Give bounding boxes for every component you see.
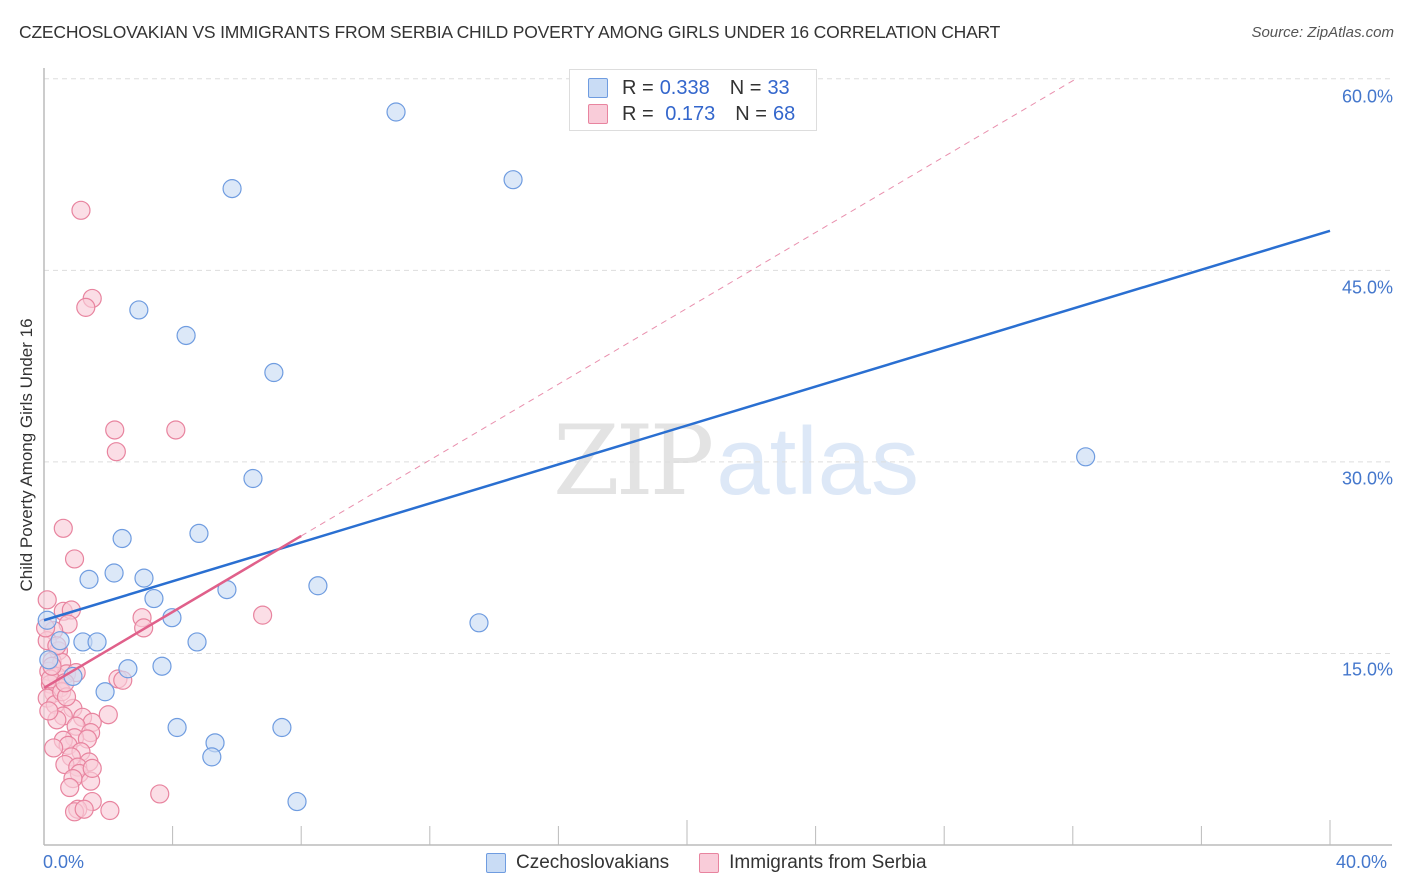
data-point: [187, 632, 207, 652]
r-value: 0.338: [659, 76, 710, 99]
blue-swatch-icon: [486, 853, 506, 873]
data-point: [152, 656, 172, 676]
data-point: [243, 468, 263, 489]
y-tick-60: 60.0%: [1341, 86, 1393, 107]
data-point: [272, 717, 292, 738]
data-point: [1076, 447, 1096, 467]
data-point: [82, 758, 102, 778]
data-point: [76, 297, 96, 317]
pink-swatch-icon: [699, 853, 720, 873]
n-label: N =: [735, 102, 767, 125]
data-point: [100, 800, 120, 821]
data-point: [39, 701, 59, 721]
legend-item-czechoslovakians[interactable]: Czechoslovakians: [486, 852, 669, 874]
data-point: [39, 650, 59, 670]
legend-row-immigrants-from-serbia: R = 0.173 N = 68: [588, 102, 795, 126]
trendlines: [43, 78, 1331, 690]
legend-row-czechoslovakians: R = 0.338 N = 33: [588, 76, 790, 100]
data-point: [189, 523, 209, 544]
r-label: R =: [622, 76, 654, 99]
data-point: [503, 170, 523, 190]
data-point: [167, 717, 187, 738]
data-point: [53, 518, 73, 538]
data-point: [118, 659, 138, 679]
data-point: [144, 588, 164, 609]
data-point: [112, 528, 132, 549]
r-label: R =: [622, 102, 654, 125]
n-label: N =: [729, 76, 762, 99]
data-point: [253, 605, 273, 625]
data-point: [50, 631, 70, 651]
czechoslovakian-trendline: [43, 229, 1331, 622]
series-legend: Czechoslovakians Immigrants from Serbia: [486, 852, 957, 874]
data-point: [37, 590, 57, 610]
x-tick-40: 40.0%: [1336, 852, 1388, 872]
data-point: [264, 362, 284, 383]
n-value: 68: [772, 102, 796, 125]
legend-label: Immigrants from Serbia: [729, 852, 927, 873]
data-point: [166, 420, 186, 440]
data-point: [308, 576, 328, 596]
watermark-zip: ZIP: [553, 405, 714, 517]
data-point: [469, 613, 489, 633]
serbia-trend-extension: [300, 78, 1077, 537]
series-immigrants-from-serbia: [36, 200, 273, 822]
y-axis-label: Child Poverty Among Girls Under 16: [17, 318, 36, 592]
serbia-trendline: [43, 534, 302, 690]
data-point: [287, 791, 307, 812]
legend-label: Czechoslovakians: [516, 852, 670, 873]
data-point: [60, 777, 80, 798]
data-point: [98, 705, 118, 725]
data-point: [202, 747, 222, 767]
data-point: [105, 420, 125, 440]
source-label: Source: ZipAtlas.com: [1251, 24, 1394, 41]
data-point: [386, 102, 406, 122]
data-point: [129, 300, 149, 320]
data-point: [79, 569, 99, 589]
y-tick-45: 45.0%: [1341, 277, 1393, 298]
axes: [43, 68, 1392, 846]
y-tick-15: 15.0%: [1341, 659, 1393, 680]
series-czechoslovakians: [37, 102, 1096, 812]
data-point: [95, 682, 115, 702]
data-point: [64, 549, 85, 569]
r-value: 0.173: [659, 102, 716, 125]
data-point: [44, 738, 64, 758]
chart-title: CZECHOSLOVAKIAN VS IMMIGRANTS FROM SERBI…: [19, 22, 1001, 42]
data-point: [104, 563, 124, 583]
legend-item-immigrants-from-serbia[interactable]: Immigrants from Serbia: [699, 852, 927, 874]
x-tick-0: 0.0%: [43, 852, 85, 872]
correlation-legend: R = 0.338 N = 33 R = 0.173 N = 68: [569, 69, 817, 131]
n-value: 33: [767, 76, 790, 99]
data-point: [71, 200, 91, 220]
y-tick-30: 30.0%: [1341, 468, 1393, 489]
pink-swatch-icon: [588, 104, 608, 124]
data-point: [134, 568, 154, 588]
blue-swatch-icon: [588, 78, 608, 98]
data-point: [222, 179, 242, 199]
data-point: [87, 632, 107, 652]
data-point: [176, 325, 196, 346]
data-point: [150, 784, 170, 804]
data-point: [106, 442, 126, 462]
data-point: [74, 799, 94, 819]
